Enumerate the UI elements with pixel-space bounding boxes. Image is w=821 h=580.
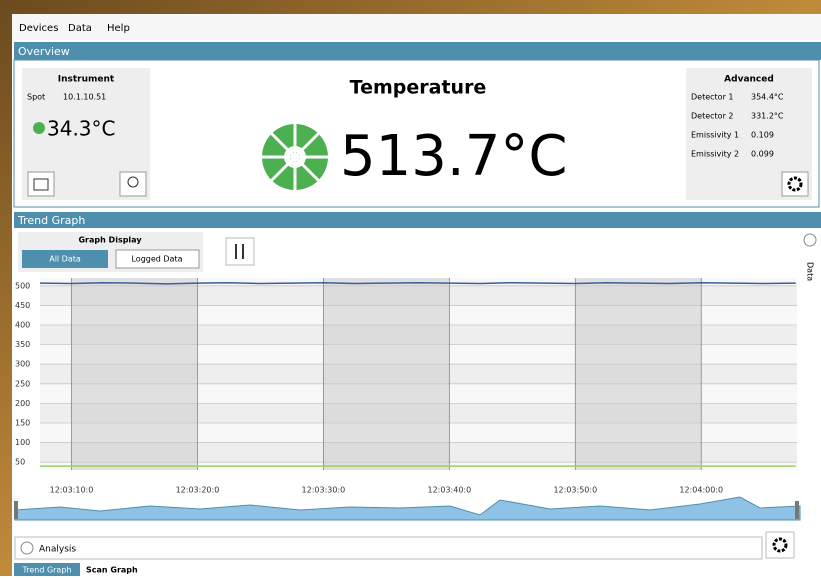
- y-tick-label: 450: [15, 301, 30, 310]
- x-tick-label: 12:03:10:0: [50, 486, 94, 495]
- status-dot: [33, 122, 45, 134]
- advanced-value: 0.109: [751, 131, 774, 140]
- spot-value: 10.1.10.51: [63, 93, 106, 102]
- x-tick-label: 12:03:40:0: [428, 486, 472, 495]
- navigator-handle[interactable]: [14, 501, 18, 519]
- y-tick-label: 250: [15, 379, 30, 388]
- x-band: [71, 278, 197, 470]
- analysis-bar[interactable]: [15, 537, 762, 559]
- status-wheel: [262, 124, 328, 190]
- trend-title: Trend Graph: [17, 214, 85, 227]
- y-tick-label: 150: [15, 418, 30, 427]
- button-label: Logged Data: [131, 255, 182, 264]
- navigator-handle[interactable]: [795, 501, 799, 519]
- y-tick-label: 50: [15, 458, 25, 467]
- advanced-label: Detector 2: [691, 112, 734, 121]
- analysis-settings[interactable]: [766, 532, 794, 558]
- graph-display-title: Graph Display: [78, 236, 142, 245]
- tab-label: Trend Graph: [22, 566, 72, 575]
- advanced-label: Detector 1: [691, 93, 734, 102]
- settings-button[interactable]: [782, 172, 808, 196]
- advanced-label: Emissivity 2: [691, 150, 739, 159]
- pause-icon: [235, 244, 237, 259]
- x-band: [323, 278, 449, 470]
- menu-item[interactable]: Devices: [19, 23, 58, 34]
- menu-item[interactable]: Help: [107, 23, 130, 34]
- y-tick-label: 350: [15, 340, 30, 349]
- instrument-title: Instrument: [58, 75, 115, 85]
- data-expand[interactable]: [804, 234, 816, 246]
- y-tick-label: 500: [15, 281, 30, 290]
- overview-title: Overview: [18, 45, 70, 58]
- main-title: Temperature: [350, 77, 487, 99]
- overview-header: [14, 42, 821, 60]
- pause-icon: [242, 244, 244, 259]
- advanced-value: 331.2°C: [751, 112, 784, 121]
- y-tick-label: 100: [15, 438, 30, 447]
- x-tick-label: 12:04:00:0: [679, 486, 723, 495]
- side-tab[interactable]: Data: [806, 262, 815, 281]
- menu-bar: [12, 14, 821, 40]
- x-tick-label: 12:03:20:0: [176, 486, 220, 495]
- x-band: [575, 278, 701, 470]
- advanced-value: 0.099: [751, 150, 774, 159]
- y-tick-label: 200: [15, 399, 30, 408]
- spot-label: Spot: [27, 93, 45, 102]
- analysis-label: Analysis: [39, 545, 76, 555]
- menu-item[interactable]: Data: [68, 23, 92, 34]
- screen: Devices Data Help Overview Instrument Sp…: [0, 0, 821, 576]
- main-temperature: 513.7°C: [340, 124, 567, 189]
- x-tick-label: 12:03:30:0: [302, 486, 346, 495]
- trend-header: [14, 212, 821, 228]
- button-label: All Data: [49, 255, 81, 264]
- y-tick-label: 400: [15, 321, 30, 330]
- advanced-value: 354.4°C: [751, 93, 784, 102]
- y-tick-label: 300: [15, 360, 30, 369]
- x-tick-label: 12:03:50:0: [553, 486, 597, 495]
- advanced-label: Emissivity 1: [691, 131, 739, 140]
- camera-button[interactable]: [28, 172, 54, 196]
- tab-label[interactable]: Scan Graph: [86, 566, 138, 575]
- instrument-temperature: 34.3°C: [47, 117, 116, 141]
- advanced-title: Advanced: [724, 75, 774, 85]
- pause-button[interactable]: [226, 238, 254, 265]
- light-button[interactable]: [120, 172, 146, 196]
- analysis-expand[interactable]: [21, 542, 33, 554]
